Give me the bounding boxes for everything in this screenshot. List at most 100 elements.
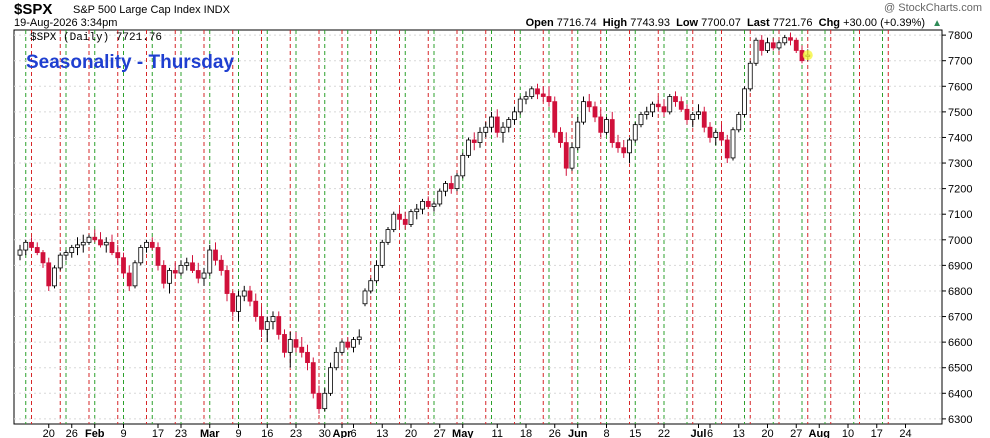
candle-body xyxy=(345,341,351,348)
candle-body xyxy=(57,254,63,269)
x-tick-label: Apr xyxy=(333,428,353,438)
candle-body xyxy=(673,96,678,103)
y-tick-label: 6500 xyxy=(948,363,972,375)
candle-body xyxy=(391,213,397,230)
candle-body xyxy=(598,116,604,133)
candle-body xyxy=(632,124,638,141)
x-tick-label: 26 xyxy=(66,428,78,438)
candle-body xyxy=(742,88,747,115)
candle-body xyxy=(184,262,190,266)
candle-body xyxy=(293,339,299,348)
candle-body xyxy=(793,39,799,51)
candle-body xyxy=(195,270,201,279)
candle-body xyxy=(684,108,690,120)
ohlc-readout: Open 7716.74 High 7743.93 Low 7700.07 La… xyxy=(526,17,942,29)
candle-body xyxy=(224,270,230,294)
candle-body xyxy=(523,96,529,100)
candle-body xyxy=(563,142,569,169)
chart-header: $SPX S&P 500 Large Cap Index INDX 19-Aug… xyxy=(0,0,990,30)
candle-body xyxy=(408,211,414,225)
plot-frame xyxy=(13,29,943,425)
candle-body xyxy=(368,280,374,292)
candle-body xyxy=(230,293,236,312)
candle-body xyxy=(236,295,241,312)
candle-body xyxy=(132,262,138,287)
candle-body xyxy=(29,241,34,248)
candle-body xyxy=(86,236,92,243)
candle-body xyxy=(592,106,598,118)
candle-body xyxy=(172,270,178,274)
candle-body xyxy=(586,101,592,108)
candle-body xyxy=(431,203,437,207)
candle-body xyxy=(333,351,339,369)
x-tick-label: 13 xyxy=(376,428,388,438)
candle-body xyxy=(287,339,293,353)
open-value: 7716.74 xyxy=(556,17,597,29)
candle-body xyxy=(379,241,385,266)
y-tick-label: 7700 xyxy=(948,56,972,68)
candle-body xyxy=(690,114,696,120)
y-tick-label: 7500 xyxy=(948,107,972,119)
candle-body xyxy=(569,147,575,169)
candle-body xyxy=(138,247,144,264)
candle-body xyxy=(328,367,333,394)
candle-body xyxy=(190,262,195,271)
x-tick-label: 30 xyxy=(319,428,331,438)
candle-body xyxy=(305,351,310,363)
candle-body xyxy=(483,126,489,133)
candle-body xyxy=(351,339,356,348)
candle-body xyxy=(471,139,477,143)
candle-body xyxy=(402,218,408,225)
candle-body xyxy=(310,362,316,394)
candle-body xyxy=(546,96,552,103)
candle-body xyxy=(788,37,793,41)
candle-body xyxy=(552,101,558,133)
x-tick-label: 13 xyxy=(733,428,745,438)
x-tick-label: 20 xyxy=(43,428,55,438)
candle-body xyxy=(322,392,328,410)
chart-title: Seasonality - Thursday xyxy=(26,52,234,73)
y-tick-label: 7600 xyxy=(948,81,972,93)
symbol-description: S&P 500 Large Cap Index INDX xyxy=(73,4,230,16)
last-value: 7721.76 xyxy=(772,17,813,29)
candle-body xyxy=(477,131,483,143)
candle-body xyxy=(339,341,345,353)
x-tick-label: Jun xyxy=(568,428,588,438)
candle-body xyxy=(736,114,742,131)
candle-body xyxy=(604,119,609,133)
candle-body xyxy=(207,249,213,274)
candle-body xyxy=(558,131,563,143)
x-tick-label: 27 xyxy=(434,428,446,438)
candle-body xyxy=(167,270,172,284)
candle-body xyxy=(460,154,466,177)
symbol-label: $SPX xyxy=(14,1,53,18)
candle-body xyxy=(667,96,673,113)
x-tick-label: Jul xyxy=(691,428,707,438)
x-tick-label: 11 xyxy=(492,428,503,438)
candle-body xyxy=(80,241,86,246)
candle-body xyxy=(276,316,282,335)
candle-body xyxy=(615,142,621,149)
candle-body xyxy=(724,139,730,159)
candle-body xyxy=(98,239,103,246)
chg-value: +30.00 (+0.39%) xyxy=(843,17,926,29)
low-value: 7700.07 xyxy=(701,17,741,29)
candle-body xyxy=(512,111,517,120)
candle-body xyxy=(218,259,224,271)
x-tick-label: 10 xyxy=(842,428,854,438)
y-tick-label: 7100 xyxy=(948,209,972,221)
chg-label: Chg xyxy=(818,17,841,29)
open-label: Open xyxy=(525,17,554,29)
candle-body xyxy=(34,247,40,253)
x-tick-label: 18 xyxy=(520,428,532,438)
candle-body xyxy=(149,241,155,248)
candle-body xyxy=(40,252,46,264)
candle-body xyxy=(282,334,287,353)
candle-body xyxy=(575,121,581,149)
y-tick-label: 6600 xyxy=(948,337,972,349)
candle-body xyxy=(437,190,443,205)
datetime-label: 19-Aug-2026 3:34pm xyxy=(14,17,118,29)
x-tick-label: Feb xyxy=(85,428,105,438)
candle-body xyxy=(155,247,161,266)
